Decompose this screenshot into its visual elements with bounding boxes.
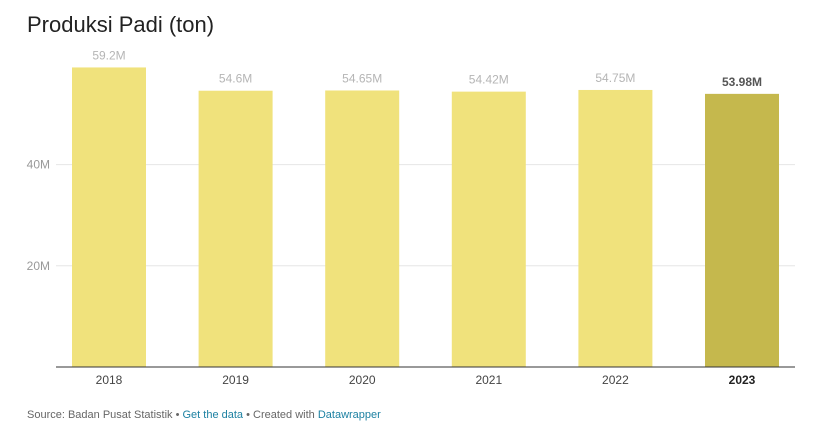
get-the-data-link[interactable]: Get the data [182, 409, 244, 421]
value-label: 59.2M [92, 48, 125, 62]
bar [705, 93, 779, 367]
y-tick-label: 40M [27, 158, 50, 172]
bar [198, 90, 273, 367]
x-tick-labels: 2018 2019 2020 2021 2022 2023 [96, 373, 756, 387]
bar [578, 89, 653, 367]
bar [72, 67, 146, 367]
x-tick-label: 2022 [602, 373, 629, 387]
y-tick-labels: 20M 40M [27, 158, 50, 273]
x-tick-label: 2023 [729, 373, 756, 387]
value-label: 53.98M [722, 75, 762, 89]
value-labels: 59.2M 54.6M 54.65M 54.42M 54.75M 53.98M [92, 48, 762, 88]
footer-separator: • [243, 409, 254, 421]
bar [325, 90, 400, 367]
chart-title: Produksi Padi (ton) [27, 12, 215, 37]
source-text: Source: Badan Pusat Statistik [27, 409, 173, 421]
x-tick-label: 2021 [475, 373, 502, 387]
value-label: 54.42M [469, 73, 509, 87]
value-label: 54.65M [342, 71, 382, 85]
x-tick-label: 2020 [349, 373, 376, 387]
x-tick-label: 2018 [96, 373, 123, 387]
bar [451, 91, 526, 367]
created-with-text: Created with [253, 409, 315, 421]
bars [72, 67, 779, 367]
footer-separator: • [172, 409, 183, 421]
y-tick-label: 20M [27, 259, 50, 273]
gridlines [56, 164, 795, 267]
value-label: 54.6M [219, 72, 252, 86]
bar-chart: 59.2M 54.6M 54.65M 54.42M 54.75M 53.98M 20M 40… [27, 48, 795, 387]
x-tick-label: 2019 [222, 373, 249, 387]
value-label: 54.75M [595, 71, 635, 85]
datawrapper-link[interactable]: Datawrapper [317, 409, 381, 421]
chart-footer: Source: Badan Pusat Statistik • Get the … [27, 409, 381, 421]
